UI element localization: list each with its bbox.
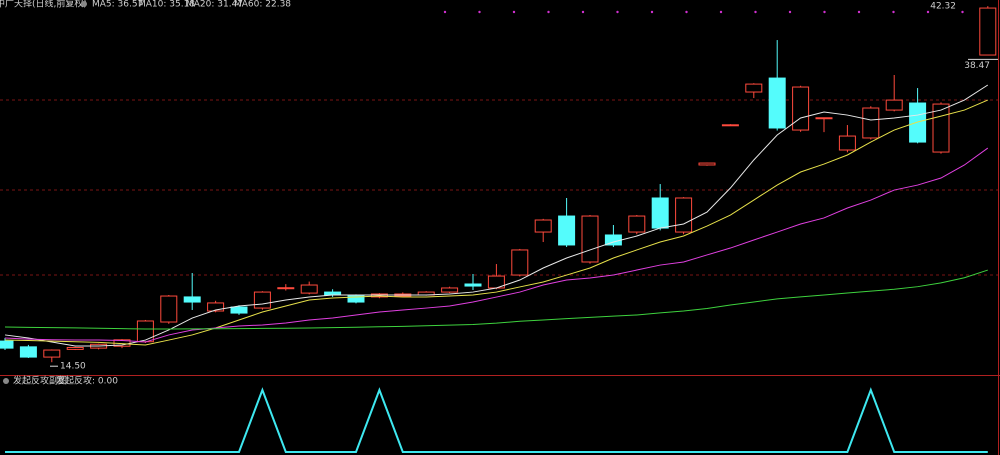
candle-body — [885, 99, 903, 111]
candle-body — [792, 86, 810, 131]
candle-body — [253, 291, 271, 309]
candle-body — [183, 296, 201, 303]
signal-dot — [685, 10, 688, 14]
signal-dot — [547, 10, 550, 14]
candle-body — [347, 295, 365, 303]
legend-entry: MA5: 36.57 — [92, 0, 143, 10]
candle-body — [815, 117, 833, 120]
signal-dot — [788, 10, 792, 14]
ma-line — [4, 147, 989, 343]
candle-body — [698, 162, 716, 166]
legend-entry: MA20: 31.47 — [186, 0, 243, 10]
price-label: 38.47 — [964, 61, 990, 71]
legend-entry: 发起反攻: 0.00 — [56, 375, 118, 387]
ma-line — [4, 84, 989, 347]
candle-body — [207, 302, 225, 312]
candle-body — [558, 215, 576, 246]
candle-body — [230, 306, 248, 314]
candle-body — [721, 124, 739, 127]
signal-dot — [823, 10, 826, 14]
price-label: 14.50 — [60, 362, 86, 372]
chart-title: 中广天择(日线,前复权) — [0, 0, 87, 10]
candle-body — [19, 346, 37, 358]
candle-body — [160, 295, 178, 323]
candle-body — [909, 102, 927, 143]
signal-dot — [616, 10, 619, 14]
ma-line — [4, 269, 988, 330]
pane-title: 发起反攻副图 — [13, 375, 67, 387]
candle-body — [838, 135, 856, 151]
signal-dot — [754, 10, 757, 14]
price-label: 42.32 — [930, 2, 956, 12]
candle-body — [0, 340, 14, 349]
indicator-line — [5, 387, 988, 453]
candle-body — [136, 320, 154, 343]
signal-dot — [719, 10, 723, 14]
signal-dot — [443, 10, 447, 14]
candle-body — [745, 83, 763, 93]
candle-body — [511, 249, 529, 276]
candle-body — [628, 215, 646, 233]
candle-body — [66, 346, 84, 350]
icon — [3, 378, 9, 384]
signal-dot — [512, 10, 516, 14]
icon — [81, 1, 87, 7]
signal-dot — [650, 10, 654, 14]
candle-body — [651, 197, 669, 229]
signal-dot — [857, 10, 861, 14]
candle-body — [277, 287, 295, 290]
legend-entry: MA60: 22.38 — [234, 0, 291, 10]
candle-body — [464, 283, 482, 287]
candle-body — [932, 103, 950, 153]
ma-line — [4, 99, 988, 346]
candle-body — [534, 219, 552, 233]
signal-dot — [961, 10, 964, 14]
candle-body — [441, 287, 459, 293]
candle-body — [768, 77, 786, 129]
legend-entry: MA10: 35.18 — [138, 0, 195, 10]
candle-body — [300, 284, 318, 294]
candle-body — [979, 7, 997, 56]
signal-dot — [892, 10, 895, 14]
candle-body — [675, 197, 693, 233]
signal-dot — [581, 10, 585, 14]
signal-dot — [478, 10, 481, 14]
candle-body — [581, 215, 599, 263]
candle-body — [862, 107, 880, 139]
signal-dot — [926, 10, 930, 14]
candle-body — [43, 349, 61, 358]
